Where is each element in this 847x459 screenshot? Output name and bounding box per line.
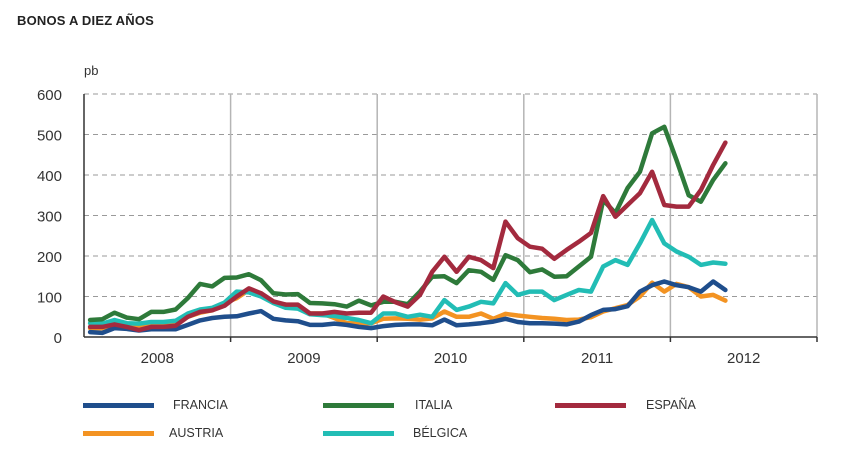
series-line-francia bbox=[87, 279, 728, 336]
legend-item-belgica: BÉLGICA bbox=[323, 426, 467, 440]
y-axis-unit-label: pb bbox=[84, 63, 98, 78]
y-tick-label: 200 bbox=[37, 249, 62, 266]
legend-item-italia: ITALIA bbox=[323, 398, 452, 412]
chart-title: BONOS A DIEZ AÑOS bbox=[17, 13, 155, 28]
series-line-españa bbox=[87, 140, 728, 333]
x-tick-label: 2011 bbox=[581, 350, 613, 367]
x-tick-label: 2012 bbox=[727, 350, 760, 367]
series-line-italia bbox=[87, 124, 728, 323]
legend-swatch bbox=[323, 402, 394, 408]
y-tick-label: 400 bbox=[37, 168, 62, 185]
x-tick-label: 2009 bbox=[287, 350, 320, 367]
x-tick-label: 2008 bbox=[141, 350, 174, 367]
y-tick-label: 500 bbox=[37, 128, 62, 145]
legend-item-austria: AUSTRIA bbox=[83, 426, 223, 440]
legend-label: BÉLGICA bbox=[413, 426, 468, 440]
y-tick-label: 0 bbox=[54, 330, 62, 347]
legend-swatch bbox=[83, 402, 154, 408]
y-tick-label: 100 bbox=[37, 290, 62, 307]
legend-item-espana: ESPAÑA bbox=[555, 398, 696, 412]
legend-label: ESPAÑA bbox=[646, 398, 696, 412]
series-line-bélgica bbox=[87, 217, 728, 326]
y-tick-label: 300 bbox=[37, 209, 62, 226]
legend-label: AUSTRIA bbox=[169, 426, 224, 440]
y-tick-label: 600 bbox=[37, 87, 62, 104]
legend-label: FRANCIA bbox=[173, 398, 228, 412]
legend-swatch bbox=[323, 430, 394, 436]
legend-item-francia: FRANCIA bbox=[83, 398, 228, 412]
legend-swatch bbox=[83, 430, 154, 436]
legend-swatch bbox=[555, 402, 626, 408]
x-tick-label: 2010 bbox=[434, 350, 467, 367]
legend-label: ITALIA bbox=[415, 398, 453, 412]
